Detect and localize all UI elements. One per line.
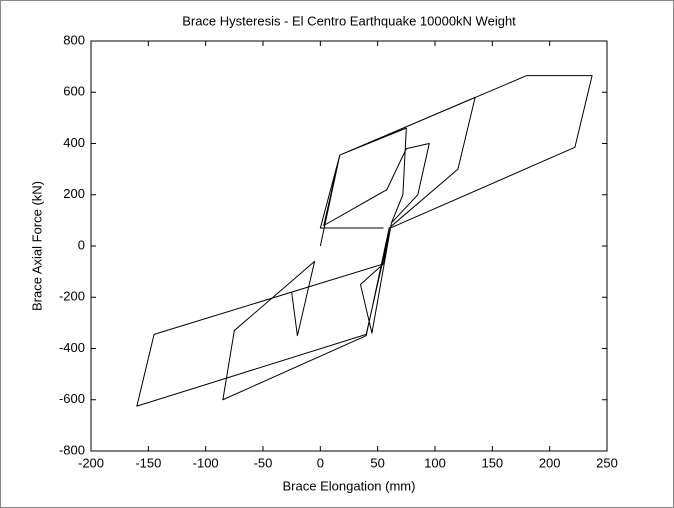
y-tick-label: 400: [63, 135, 85, 150]
x-tick-label: -50: [254, 455, 273, 470]
chart-title: Brace Hysteresis - El Centro Earthquake …: [182, 13, 516, 28]
x-tick-label: 100: [424, 455, 446, 470]
y-tick-label: 600: [63, 84, 85, 99]
x-tick-label: 200: [539, 455, 561, 470]
y-tick-label: -400: [59, 340, 85, 355]
x-tick-label: -200: [78, 455, 104, 470]
hysteresis-line: [136, 75, 593, 407]
y-tick-label: 200: [63, 186, 85, 201]
y-tick-label: 800: [63, 32, 85, 47]
x-tick-label: 0: [317, 455, 324, 470]
x-axis-label: Brace Elongation (mm): [283, 478, 416, 493]
y-axis-label: Brace Axial Force (kN): [29, 181, 44, 311]
x-tick-label: -100: [193, 455, 219, 470]
y-tick-label: -600: [59, 391, 85, 406]
x-tick-label: -150: [135, 455, 161, 470]
y-tick-label: 0: [78, 237, 85, 252]
x-tick-label: 50: [370, 455, 384, 470]
y-tick-label: -800: [59, 442, 85, 457]
y-tick-label: -200: [59, 289, 85, 304]
x-tick-label: 150: [481, 455, 503, 470]
x-tick-label: 250: [596, 455, 618, 470]
